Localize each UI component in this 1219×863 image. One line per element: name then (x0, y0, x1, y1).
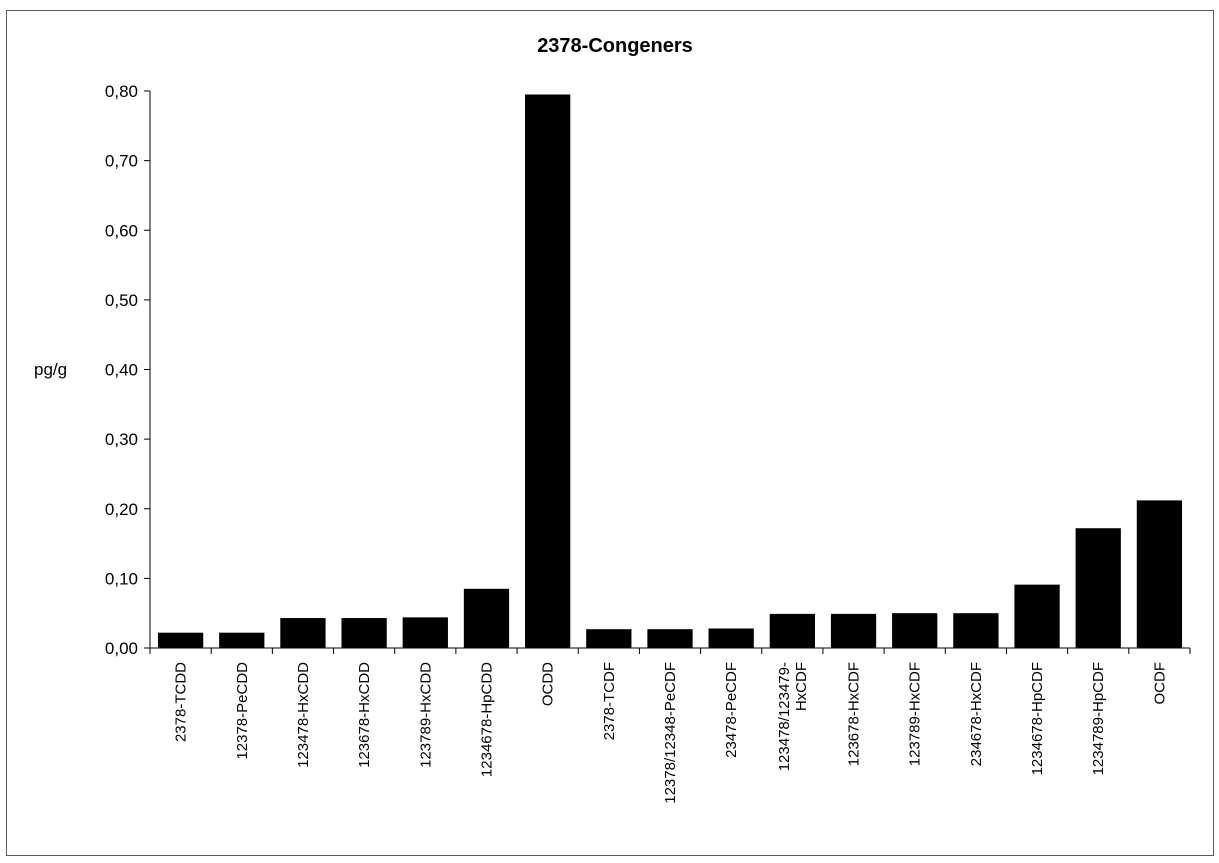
y-tick-label: 0,30 (105, 430, 138, 449)
x-tick-label-line: 123789-HxCDD (417, 662, 434, 768)
x-tick-label: 234678-HxCDF (968, 662, 985, 766)
x-tick-label-line: 234678-HxCDF (968, 662, 985, 766)
bar (1075, 528, 1121, 648)
x-tick-label-line: 2378-TCDD (173, 662, 190, 742)
x-tick-label: 23478-PeCDF (723, 662, 740, 758)
y-tick-label: 0,80 (105, 82, 138, 101)
bar (953, 613, 999, 648)
x-tick-label: 123678-HxCDF (846, 662, 863, 766)
bar (708, 628, 754, 648)
x-tick-label-line: 123678-HxCDD (356, 662, 373, 768)
bar (1014, 584, 1060, 648)
axes (149, 91, 1191, 654)
x-tick-label: 123478-HxCDD (295, 662, 312, 768)
x-tick-label: 2378-TCDF (601, 662, 618, 740)
x-tick-label-line: 23478-PeCDF (723, 662, 740, 758)
x-tick-label: 12378-PeCDD (234, 662, 251, 760)
x-tick-label-line: OCDF (1151, 662, 1168, 705)
x-tick-label-line: 123789-HxCDF (907, 662, 924, 766)
y-tick-label: 0,60 (105, 221, 138, 240)
y-tick-label: 0,10 (105, 569, 138, 588)
y-tick-label: 0,20 (105, 500, 138, 519)
x-tick-label: 1234789-HpCDF (1090, 662, 1107, 775)
bar (830, 613, 877, 648)
x-tick-label-line: 12378-PeCDD (234, 662, 251, 760)
x-tick-label-line: 1234678-HpCDF (1029, 662, 1046, 775)
bar (219, 632, 265, 648)
x-tick-label-line: 123478-HxCDD (295, 662, 312, 768)
bar (1136, 500, 1183, 648)
x-tick-label: 123478/123479-HxCDF (776, 662, 810, 771)
bar (525, 94, 571, 648)
x-tick-label: OCDF (1151, 662, 1168, 705)
bar (463, 588, 510, 648)
y-tick-label: 0,50 (105, 291, 138, 310)
x-tick-label: 1234678-HpCDD (478, 662, 495, 777)
bar (402, 617, 448, 648)
x-tick-label: OCDD (540, 662, 557, 706)
x-tick-label: 1234678-HpCDF (1029, 662, 1046, 775)
chart-frame (6, 10, 1214, 856)
bars-group (157, 94, 1183, 648)
y-tick-label: 0,70 (105, 152, 138, 171)
y-ticks-group: 0,00 0,10 0,20 0,30 0,40 0,50 0,60 0,70 0,80 (105, 82, 150, 658)
y-tick-label: 0,00 (105, 639, 138, 658)
x-tick-label: 2378-TCDD (173, 662, 190, 742)
x-tick-label-line: OCDD (540, 662, 557, 706)
bar (280, 618, 326, 648)
x-tick-label-line: 1234678-HpCDD (478, 662, 495, 777)
bar (647, 629, 693, 648)
x-tick-label-line: 2378-TCDF (601, 662, 618, 740)
x-tick-label-line: 12378/12348-PeCDF (662, 662, 679, 804)
x-tick-label-line: HxCDF (793, 662, 810, 711)
bar (769, 613, 815, 648)
y-tick-label: 0,40 (105, 361, 138, 380)
x-tick-label: 123789-HxCDD (417, 662, 434, 768)
x-tick-label-line: 123478/123479- (776, 662, 793, 771)
bar (892, 613, 938, 648)
x-tick-label: 123789-HxCDF (907, 662, 924, 766)
chart-title: 2378-Congeners (537, 35, 693, 57)
x-tick-label-line: 123678-HxCDF (846, 662, 863, 766)
bar (157, 632, 204, 648)
bar (586, 629, 632, 648)
bar (341, 618, 387, 648)
x-tick-label: 123678-HxCDD (356, 662, 373, 768)
y-axis-label: pg/g (34, 360, 67, 379)
x-labels-group: 2378-TCDD 12378-PeCDD 123478-HxCDD 123678-H… (173, 662, 1169, 804)
x-tick-label: 12378/12348-PeCDF (662, 662, 679, 804)
x-tick-label-line: 1234789-HpCDF (1090, 662, 1107, 775)
